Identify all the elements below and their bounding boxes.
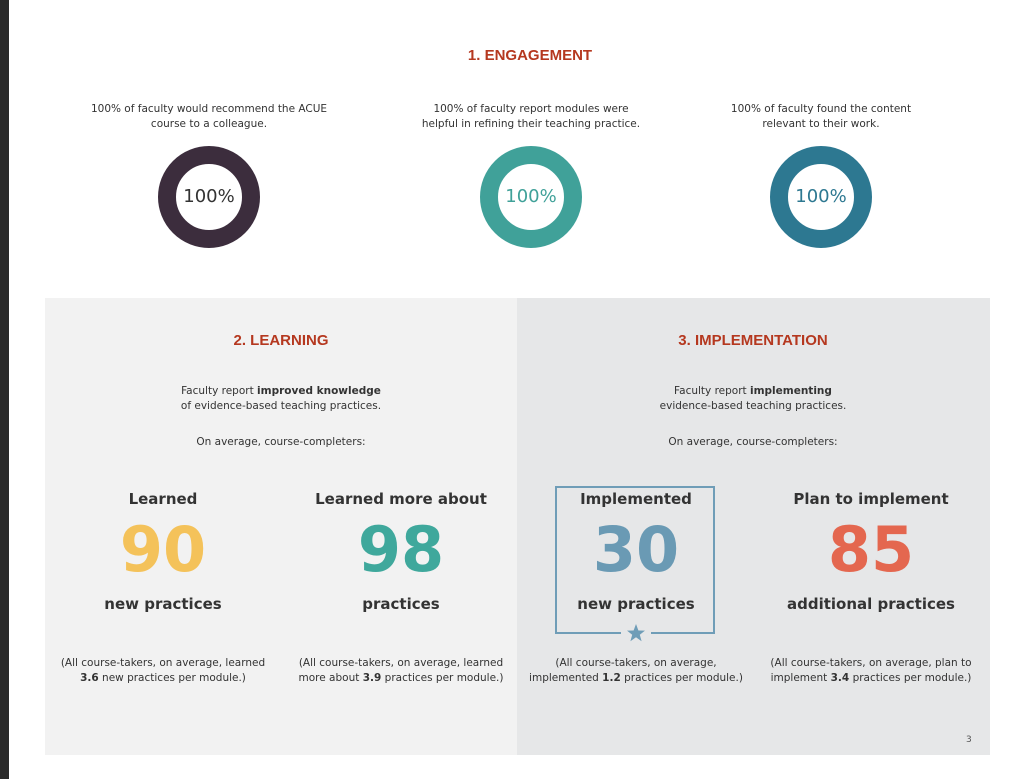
intro: Faculty report improved knowledge of evid… (181, 384, 381, 414)
note-text: new practices per module.) (102, 672, 246, 684)
stat-number: 30 (592, 513, 680, 586)
ring-circle (770, 146, 872, 248)
note-text: (All course-takers, on average, (555, 657, 717, 669)
intro: Faculty report implementing evidence-base… (660, 384, 847, 414)
left-edge (0, 0, 9, 779)
intro-text: Faculty report (674, 385, 747, 397)
ring-label: 100% (183, 186, 235, 207)
note-text: more about (298, 672, 360, 684)
note-bold: 3.4 (830, 672, 850, 684)
star-icon (627, 624, 645, 642)
stat-note: (All course-takers, on average, implement… (529, 656, 743, 686)
note-bold: 1.2 (602, 672, 621, 684)
text-line: relevant to their work. (762, 118, 880, 130)
stat-unit: new practices (577, 595, 695, 613)
section-title: 3. IMPLEMENTATION (678, 332, 828, 349)
stat-note: (All course-takers, on average, learned m… (299, 656, 504, 686)
stat-number: 98 (357, 513, 445, 586)
ring-circle (480, 146, 582, 248)
ring (158, 146, 260, 248)
item-text: 100% of faculty would recommend the ACUE… (91, 102, 327, 132)
note-text: practices per module.) (384, 672, 504, 684)
stat-unit: additional practices (787, 595, 955, 613)
stat-heading: Implemented (580, 490, 692, 508)
note-text: practices per module.) (852, 672, 972, 684)
ring-label: 100% (795, 186, 847, 207)
page-number: 3 (966, 735, 972, 745)
item-text: 100% of faculty found the content relevan… (731, 102, 911, 132)
intro-text: evidence-based teaching practices. (659, 400, 847, 412)
intro-bold: improved knowledge (257, 385, 381, 397)
stat-note: (All course-takers, on average, learned 3… (61, 656, 265, 686)
text-line: helpful in refining their teaching pract… (421, 118, 641, 130)
text-line: 100% of faculty would recommend the ACUE (90, 103, 328, 115)
stat-heading: Plan to implement (793, 490, 949, 508)
note-text: implement (770, 672, 828, 684)
intro-bold: implementing (749, 385, 832, 397)
implementation-panel (517, 298, 990, 755)
ring-label: 100% (505, 186, 557, 207)
ring (770, 146, 872, 248)
stat-unit: practices (362, 595, 440, 613)
stat-unit: new practices (104, 595, 222, 613)
text-line: course to a colleague. (150, 118, 268, 130)
note-bold: 3.9 (362, 672, 382, 684)
section-title: 1. ENGAGEMENT (467, 47, 593, 64)
intro-text: Faculty report (181, 385, 254, 397)
note-text: (All course-takers, on average, learned (298, 657, 504, 669)
note-text: (All course-takers, on average, learned (60, 657, 266, 669)
note-bold: 3.6 (80, 672, 99, 684)
intro-text: of evidence-based teaching practices. (180, 400, 382, 412)
learning-panel (45, 298, 517, 755)
text-line: 100% of faculty report modules were (433, 103, 629, 115)
ring-circle (158, 146, 260, 248)
stat-heading: Learned (128, 490, 198, 508)
note-text: implemented (529, 672, 599, 684)
note-text: (All course-takers, on average, plan to (770, 657, 972, 669)
note-text: practices per module.) (624, 672, 743, 684)
stat-number: 90 (119, 513, 207, 586)
average-text: On average, course-completers: (668, 436, 838, 448)
ring (480, 146, 582, 248)
average-text: On average, course-completers: (196, 436, 366, 448)
stat-note: (All course-takers, on average, plan to i… (770, 656, 971, 686)
stat-heading: Learned more about (315, 490, 487, 508)
item-text: 100% of faculty report modules were helpf… (422, 102, 640, 132)
section-title: 2. LEARNING (233, 332, 329, 349)
text-line: 100% of faculty found the content (730, 103, 912, 115)
stat-number: 85 (827, 513, 915, 586)
